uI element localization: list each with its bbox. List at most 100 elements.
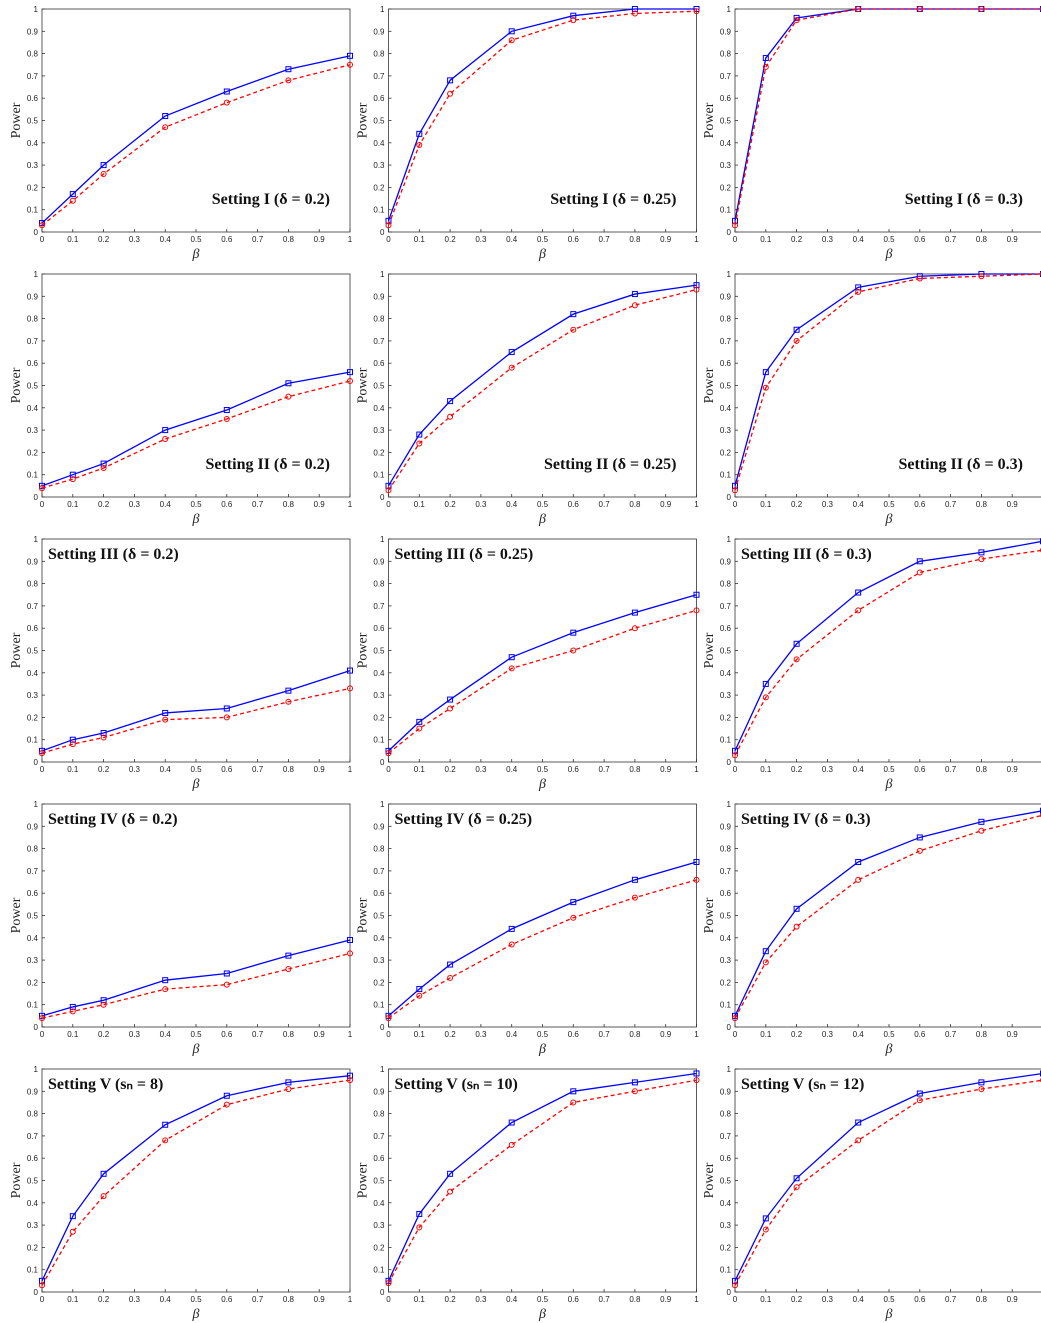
point-marker (732, 1012, 738, 1019)
point-marker (732, 752, 738, 759)
y-tick-label: 0 (727, 493, 732, 502)
y-tick-label: 0.1 (720, 736, 732, 745)
y-tick-label: 0.6 (27, 1154, 39, 1163)
point-marker (631, 1079, 638, 1086)
y-tick-label: 0.4 (27, 139, 39, 148)
x-axis-label: β (885, 1307, 893, 1322)
y-tick-label: 0.8 (373, 845, 385, 854)
y-tick-label: 0.9 (27, 822, 39, 831)
plot-area (41, 1068, 351, 1293)
y-tick-label: 0.9 (720, 822, 732, 831)
x-tick-label: 0.8 (283, 235, 295, 244)
point-marker (631, 609, 638, 616)
point-marker (855, 1137, 862, 1144)
y-tick-label: 0.1 (27, 1001, 39, 1010)
y-tick-label: 0.5 (373, 647, 385, 656)
y-tick-label: 0.9 (373, 557, 385, 566)
y-axis-label: Power (9, 102, 24, 138)
y-tick-label: 0.1 (720, 1001, 732, 1010)
point-marker (732, 747, 738, 754)
chart-title: Setting I (δ = 0.3) (905, 191, 1023, 208)
point-marker (223, 705, 230, 712)
point-marker (347, 52, 353, 59)
y-tick-label: 0.7 (720, 72, 732, 81)
x-tick-label: 0.9 (1007, 1030, 1019, 1039)
point-marker (693, 286, 700, 293)
y-tick-label: 0.8 (373, 50, 385, 59)
series-line (41, 939, 351, 1017)
y-tick-label: 0.9 (27, 27, 39, 36)
point-marker (508, 941, 515, 948)
x-tick-label: 0.1 (760, 1295, 772, 1304)
point-marker (162, 1121, 169, 1128)
series-line (734, 8, 1041, 226)
y-tick-label: 0.4 (373, 404, 385, 413)
point-marker (570, 1099, 577, 1106)
x-tick-label: 0.6 (914, 765, 926, 774)
point-marker (447, 961, 454, 968)
plot-area (388, 1068, 697, 1293)
y-axis-label: Power (356, 367, 371, 403)
x-axis-label: β (192, 777, 200, 792)
y-axis-label: Power (356, 1162, 371, 1198)
x-axis-label: β (538, 247, 546, 262)
x-tick-label: 0.3 (475, 500, 487, 509)
point-marker (447, 974, 454, 981)
y-tick-label: 1 (380, 800, 385, 809)
y-tick-label: 0.3 (373, 161, 385, 170)
y-tick-label: 0.6 (27, 359, 39, 368)
point-marker (447, 413, 454, 420)
x-axis-label: β (538, 777, 546, 792)
point-marker (916, 1090, 923, 1097)
y-tick-label: 0.7 (27, 1132, 39, 1141)
y-tick-label: 0.9 (720, 557, 732, 566)
y-tick-label: 0.3 (373, 1221, 385, 1230)
x-tick-label: 1 (348, 1295, 353, 1304)
x-axis-label: β (192, 512, 200, 527)
series-line (41, 669, 351, 752)
point-marker (69, 736, 76, 743)
series-line (734, 1073, 1041, 1282)
y-tick-label: 0.7 (720, 867, 732, 876)
x-tick-label: 0.5 (883, 1295, 895, 1304)
y-tick-label: 0.7 (373, 867, 385, 876)
point-marker (693, 876, 700, 883)
x-tick-label: 0.9 (314, 765, 326, 774)
x-tick-label: 0.9 (314, 500, 326, 509)
x-tick-label: 0.2 (98, 500, 110, 509)
y-tick-label: 0.6 (27, 94, 39, 103)
point-marker (916, 847, 923, 854)
y-axis-label: Power (356, 102, 371, 138)
x-tick-label: 0.4 (506, 235, 518, 244)
y-tick-label: 0.1 (27, 1266, 39, 1275)
point-marker (223, 1092, 230, 1099)
y-tick-label: 0.9 (27, 1087, 39, 1096)
y-tick-label: 1 (34, 1065, 39, 1074)
x-tick-label: 0.7 (252, 765, 264, 774)
point-marker (447, 77, 454, 84)
point-marker (855, 6, 862, 12)
series-line (734, 540, 1041, 752)
y-tick-label: 0.6 (373, 94, 385, 103)
y-tick-label: 0 (380, 228, 385, 237)
x-tick-label: 0.1 (414, 1295, 426, 1304)
y-tick-label: 0.6 (720, 889, 732, 898)
point-marker (693, 607, 700, 614)
point-marker (285, 687, 292, 694)
x-tick-label: 0.9 (660, 235, 672, 244)
x-tick-label: 0.4 (160, 500, 172, 509)
point-marker (762, 694, 769, 701)
x-tick-label: 0.1 (67, 1295, 79, 1304)
y-tick-label: 0.1 (27, 471, 39, 480)
point-marker (347, 950, 353, 957)
series-line (41, 952, 351, 1019)
x-tick-label: 0.3 (822, 500, 834, 509)
y-tick-label: 0.7 (720, 337, 732, 346)
y-tick-label: 1 (727, 5, 732, 14)
chart-title: Setting II (δ = 0.2) (205, 456, 330, 473)
point-marker (762, 959, 769, 966)
x-tick-label: 0.5 (537, 1295, 549, 1304)
y-tick-label: 0.7 (720, 602, 732, 611)
y-tick-label: 0.8 (373, 580, 385, 589)
series-line (41, 64, 351, 226)
